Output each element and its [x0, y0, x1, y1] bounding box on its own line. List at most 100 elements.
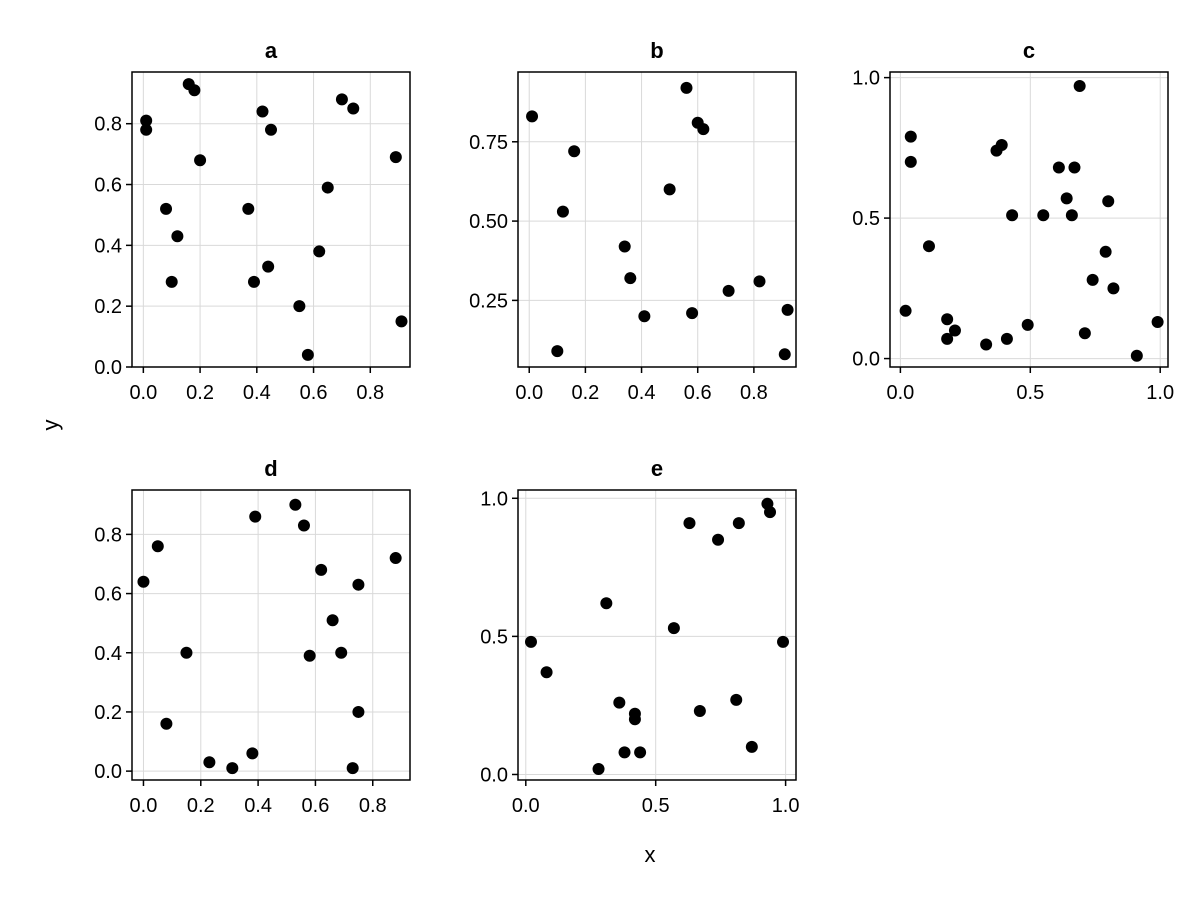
data-point [160, 717, 173, 730]
y-tick-label: 0.6 [94, 175, 122, 197]
data-point [697, 123, 710, 136]
data-point [352, 578, 365, 591]
data-point [246, 747, 259, 760]
data-point [262, 260, 275, 273]
data-point [1102, 195, 1115, 208]
y-tick-label: 0.0 [94, 357, 122, 379]
panel-title: e [651, 456, 663, 481]
data-point [1078, 327, 1091, 340]
x-tick-label: 0.8 [740, 382, 768, 404]
data-point [140, 123, 153, 136]
x-tick-label: 0.2 [186, 382, 214, 404]
x-tick-label: 1.0 [1146, 382, 1174, 404]
data-point [1099, 245, 1112, 258]
data-point [618, 240, 631, 253]
data-point [346, 762, 359, 775]
y-tick-label: 0.2 [94, 702, 122, 724]
plot-frame [517, 71, 797, 368]
y-tick-label: 1.0 [852, 68, 880, 90]
data-point [297, 519, 310, 532]
data-point [764, 506, 777, 519]
data-point [1060, 192, 1073, 205]
data-point [904, 130, 917, 143]
data-point [326, 614, 339, 627]
data-point [137, 575, 150, 588]
panel-title: c [1023, 38, 1035, 63]
plot-frame [131, 489, 411, 781]
data-point [624, 272, 637, 285]
data-point [663, 183, 676, 196]
x-tick-label: 0.4 [244, 795, 272, 817]
data-point [1151, 316, 1164, 329]
data-point [151, 540, 164, 553]
x-tick-label: 0.0 [512, 795, 540, 817]
data-point [922, 240, 935, 253]
data-point [693, 704, 706, 717]
data-point [313, 245, 326, 258]
data-point [777, 635, 790, 648]
data-point [171, 230, 184, 243]
data-point [247, 275, 260, 288]
data-point [712, 533, 725, 546]
data-point [165, 275, 178, 288]
x-tick-label: 0.8 [359, 795, 387, 817]
x-tick-label: 0.0 [515, 382, 543, 404]
data-point [315, 563, 328, 576]
x-tick-label: 0.5 [642, 795, 670, 817]
panel-c: 0.0 0.5 1.0 0.0 0.5 1.0 c [852, 38, 1174, 404]
data-point [1021, 318, 1034, 331]
panel-a: 0.0 0.2 0.4 0.6 0.8 0.0 0.2 0.4 0.6 0.8 a [94, 38, 411, 404]
x-tick-label: 0.2 [187, 795, 215, 817]
data-point [1107, 282, 1120, 295]
panel-d: 0.0 0.2 0.4 0.6 0.8 0.0 0.2 0.4 0.6 0.8 d [94, 456, 411, 817]
x-axis-label: x [645, 842, 656, 867]
y-tick-label: 0.25 [469, 290, 508, 312]
data-point [524, 635, 537, 648]
data-point [941, 332, 954, 345]
x-tick-label: 0.2 [571, 382, 599, 404]
data-point [638, 310, 651, 323]
y-tick-label: 0.2 [94, 296, 122, 318]
data-point [683, 517, 696, 530]
y-tick-label: 0.8 [94, 524, 122, 546]
data-point [732, 517, 745, 530]
y-tick-label: 0.0 [480, 764, 508, 786]
data-point [600, 597, 613, 610]
data-point [613, 696, 626, 709]
y-tick-label: 0.5 [852, 208, 880, 230]
data-point [1000, 332, 1013, 345]
data-point [592, 762, 605, 775]
x-tick-label: 0.4 [243, 382, 271, 404]
data-point [321, 181, 334, 194]
data-point [1086, 273, 1099, 286]
panel-e: 0.0 0.5 1.0 0.0 0.5 1.0 e [480, 456, 799, 817]
data-point [948, 324, 961, 337]
data-point [1130, 349, 1143, 362]
y-tick-label: 0.4 [94, 643, 122, 665]
data-point [194, 154, 207, 167]
y-tick-label: 0.75 [469, 132, 508, 154]
data-point [242, 202, 255, 215]
panels-layer: 0.0 0.2 0.4 0.6 0.8 0.0 0.2 0.4 0.6 0.8 a 0.0 0.2 0.4… [94, 38, 1174, 817]
y-tick-label: 0.4 [94, 235, 122, 257]
x-tick-label: 0.6 [684, 382, 712, 404]
data-point [980, 338, 993, 351]
data-point [1037, 209, 1050, 222]
data-point [680, 81, 693, 94]
data-point [303, 649, 316, 662]
data-point [722, 284, 735, 297]
x-tick-label: 0.4 [628, 382, 656, 404]
data-point [745, 740, 758, 753]
data-point [1006, 209, 1019, 222]
y-tick-label: 0.5 [480, 626, 508, 648]
y-tick-label: 0.6 [94, 584, 122, 606]
data-point [1052, 161, 1065, 174]
y-axis-label: y [38, 420, 63, 431]
data-point [551, 345, 564, 358]
data-point [160, 202, 173, 215]
data-point [778, 348, 791, 361]
data-point [256, 105, 269, 118]
plot-frame [889, 71, 1169, 368]
data-point [335, 93, 348, 106]
data-point [1065, 209, 1078, 222]
